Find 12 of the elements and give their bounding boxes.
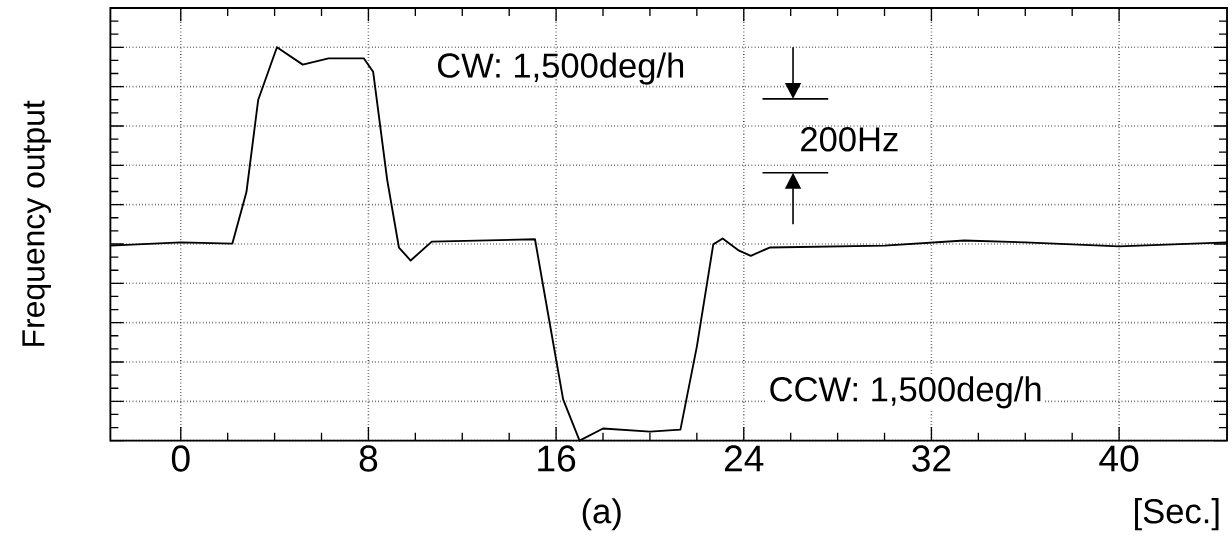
x-tick-label: 0 — [171, 445, 190, 472]
x-tick-label: 40 — [1099, 445, 1139, 472]
annotation: CCW: 1,500deg/h — [770, 376, 1041, 409]
y-axis-title: Frequency output — [22, 100, 51, 346]
x-tick-label: 24 — [724, 445, 764, 472]
x-tick-label: 32 — [912, 445, 951, 472]
x-axis-title: [Sec.] — [1135, 497, 1219, 531]
annotation: CW: 1,500deg/h — [437, 52, 684, 85]
x-tick-label: 8 — [359, 445, 378, 472]
text: (a) — [582, 497, 621, 531]
x-tick-label: 16 — [538, 445, 576, 472]
annotation: 200Hz — [801, 126, 898, 152]
